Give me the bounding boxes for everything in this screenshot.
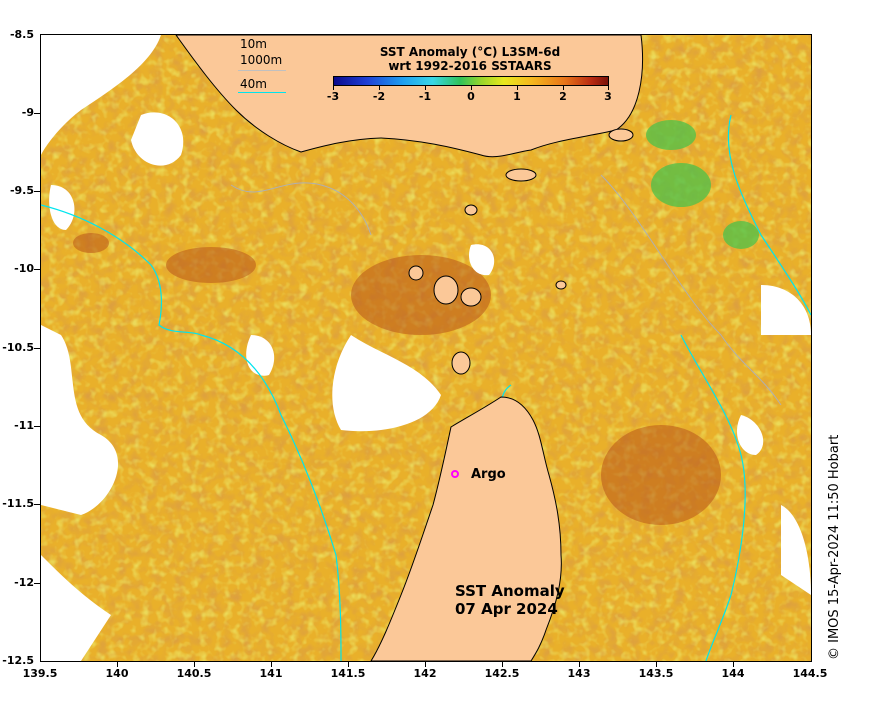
colorbar-tick [425, 86, 426, 90]
colorbar-tick [608, 86, 609, 90]
colorbar-tick [471, 86, 472, 90]
y-tick-label: -9.5 [9, 184, 34, 197]
y-tick [34, 113, 40, 114]
sst-map[interactable] [40, 34, 812, 662]
x-tick-label: 142.5 [484, 667, 520, 680]
colorbar-label: 1 [513, 90, 521, 103]
y-tick-label: -9 [21, 106, 34, 119]
x-tick-label: 143.5 [638, 667, 674, 680]
depth-key-40m-line [238, 92, 286, 93]
no-data-areas [41, 35, 811, 661]
x-tick [271, 662, 272, 667]
x-tick-label: 141.5 [330, 667, 366, 680]
x-tick [656, 662, 657, 667]
warm-patches [73, 233, 721, 525]
x-tick-label: 143 [567, 667, 591, 680]
credit-text: © IMOS 15-Apr-2024 11:50 Hobart [827, 434, 842, 660]
depth-key-1000m-line [238, 70, 286, 71]
legend-title-line2: wrt 1992-2016 SSTAARS [388, 59, 552, 73]
colorbar-tick [563, 86, 564, 90]
y-tick-label: -12 [14, 576, 34, 589]
map-title: SST Anomaly 07 Apr 2024 [455, 582, 565, 618]
x-tick [733, 662, 734, 667]
colorbar-label: -3 [326, 90, 340, 103]
x-tick-label: 144.5 [792, 667, 828, 680]
legend-title-line1: SST Anomaly (°C) L3SM-6d [379, 45, 561, 59]
cool-patches [60, 76, 759, 249]
x-tick-label: 141 [259, 667, 283, 680]
y-tick-label: -8.5 [9, 28, 34, 41]
sst-map-canvas [41, 35, 811, 661]
argo-float-marker[interactable] [451, 470, 459, 478]
x-tick-label: 139.5 [22, 667, 58, 680]
y-tick-label: -12.5 [2, 654, 34, 667]
y-tick-label: -11 [14, 419, 34, 432]
map-title-line1: SST Anomaly [455, 582, 565, 600]
depth-key-1000m: 1000m [240, 53, 283, 67]
y-tick-label: -10.5 [2, 341, 34, 354]
x-tick-label: 140 [105, 667, 129, 680]
y-tick [34, 269, 40, 270]
y-tick [34, 348, 40, 349]
x-tick [348, 662, 349, 667]
y-tick [34, 426, 40, 427]
x-tick [117, 662, 118, 667]
land-cape-york [370, 396, 562, 661]
depth-key-40m: 40m [240, 77, 267, 91]
x-tick [425, 662, 426, 667]
colorbar-tick [333, 86, 334, 90]
y-tick-label: -10 [14, 262, 34, 275]
x-tick-label: 140.5 [176, 667, 212, 680]
y-tick-label: -11.5 [2, 497, 34, 510]
x-tick [502, 662, 503, 667]
isobath-1000m [230, 174, 782, 406]
colorbar-label: 0 [467, 90, 475, 103]
y-tick [34, 191, 40, 192]
colorbar [333, 76, 609, 86]
x-tick [194, 662, 195, 667]
argo-label: Argo [471, 467, 506, 482]
colorbar-tick [379, 86, 380, 90]
colorbar-label: 2 [559, 90, 567, 103]
colorbar-label: 3 [604, 90, 612, 103]
x-tick [579, 662, 580, 667]
x-tick-label: 144 [721, 667, 745, 680]
y-tick [34, 583, 40, 584]
colorbar-tick [517, 86, 518, 90]
depth-key-10m: 10m [240, 37, 267, 51]
x-tick-label: 142 [413, 667, 437, 680]
torres-strait-islands [408, 128, 634, 375]
colorbar-label: -2 [372, 90, 386, 103]
map-title-date: 07 Apr 2024 [455, 600, 558, 618]
colorbar-label: -1 [418, 90, 432, 103]
legend-title: SST Anomaly (°C) L3SM-6d wrt 1992-2016 S… [360, 45, 580, 73]
y-tick [34, 504, 40, 505]
